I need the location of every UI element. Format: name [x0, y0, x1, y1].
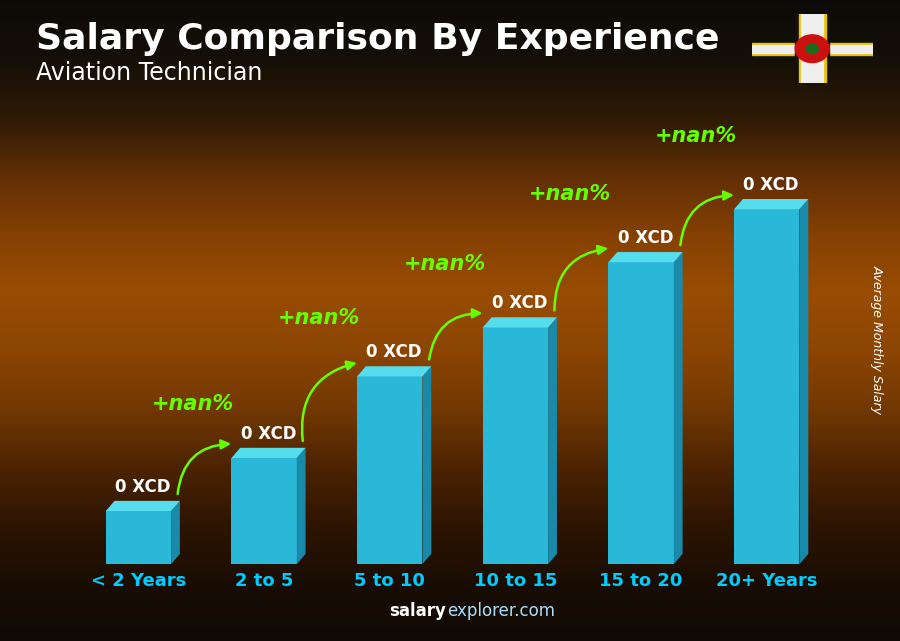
- Polygon shape: [548, 317, 557, 564]
- Polygon shape: [674, 252, 682, 564]
- Text: +nan%: +nan%: [403, 254, 486, 274]
- Text: 0 XCD: 0 XCD: [743, 176, 799, 194]
- Text: 0 XCD: 0 XCD: [240, 425, 296, 443]
- Text: Salary Comparison By Experience: Salary Comparison By Experience: [36, 22, 719, 56]
- Text: +nan%: +nan%: [529, 184, 611, 204]
- Polygon shape: [422, 366, 431, 564]
- Polygon shape: [799, 199, 808, 564]
- Text: +nan%: +nan%: [654, 126, 737, 146]
- Bar: [801, 14, 824, 83]
- Polygon shape: [608, 252, 682, 262]
- Bar: [231, 458, 297, 564]
- Polygon shape: [357, 366, 431, 376]
- Polygon shape: [734, 199, 808, 209]
- Bar: [608, 262, 674, 564]
- Bar: [799, 14, 825, 83]
- Text: 0 XCD: 0 XCD: [115, 478, 171, 496]
- Bar: [482, 328, 548, 564]
- Text: explorer.com: explorer.com: [447, 603, 555, 620]
- Text: salary: salary: [389, 603, 446, 620]
- Bar: [357, 376, 422, 564]
- Polygon shape: [171, 501, 180, 564]
- Bar: [752, 43, 873, 54]
- Bar: [752, 40, 873, 58]
- Circle shape: [796, 35, 829, 63]
- Polygon shape: [482, 317, 557, 328]
- Polygon shape: [231, 448, 306, 458]
- Bar: [796, 14, 829, 83]
- Bar: [734, 209, 799, 564]
- Text: 0 XCD: 0 XCD: [366, 344, 422, 362]
- Bar: [752, 45, 873, 53]
- Text: Average Monthly Salary: Average Monthly Salary: [871, 265, 884, 414]
- Polygon shape: [105, 501, 180, 511]
- Text: Aviation Technician: Aviation Technician: [36, 61, 263, 85]
- Text: 0 XCD: 0 XCD: [617, 229, 673, 247]
- Circle shape: [806, 44, 818, 54]
- Polygon shape: [297, 448, 306, 564]
- Text: 0 XCD: 0 XCD: [492, 294, 547, 312]
- Bar: [105, 511, 171, 564]
- Text: +nan%: +nan%: [152, 394, 234, 414]
- Text: +nan%: +nan%: [277, 308, 360, 328]
